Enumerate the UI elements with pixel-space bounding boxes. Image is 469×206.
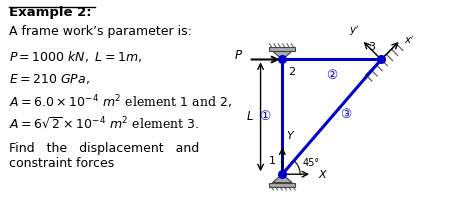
Text: $P = 1000\ kN,\ L = 1m,$: $P = 1000\ kN,\ L = 1m,$ bbox=[9, 49, 142, 64]
Text: $L$: $L$ bbox=[246, 110, 254, 123]
Text: $X$: $X$ bbox=[318, 168, 328, 180]
Text: Find   the   displacement   and
constraint forces: Find the displacement and constraint for… bbox=[9, 142, 199, 170]
Text: ②: ② bbox=[326, 69, 337, 82]
Text: $E = 210\ GPa,$: $E = 210\ GPa,$ bbox=[9, 72, 90, 86]
Text: $A = 6.0 \times 10^{-4}\ m^2$ element $1$ and $2,$: $A = 6.0 \times 10^{-4}\ m^2$ element $1… bbox=[9, 94, 232, 111]
Text: 45°: 45° bbox=[302, 158, 319, 168]
Text: A frame work’s parameter is:: A frame work’s parameter is: bbox=[9, 25, 192, 38]
Text: 2: 2 bbox=[288, 67, 295, 77]
Text: ③: ③ bbox=[340, 108, 351, 121]
Bar bbox=[270, 183, 295, 187]
Text: 1: 1 bbox=[269, 156, 276, 166]
Text: ①: ① bbox=[259, 110, 270, 123]
Text: $P$: $P$ bbox=[234, 49, 243, 62]
Bar bbox=[270, 47, 295, 51]
Text: $A = 6\sqrt{2} \times 10^{-4}\ m^2$ element $3.$: $A = 6\sqrt{2} \times 10^{-4}\ m^2$ elem… bbox=[9, 116, 199, 132]
Text: $Y$: $Y$ bbox=[286, 129, 296, 140]
Polygon shape bbox=[272, 174, 292, 183]
Text: $x'$: $x'$ bbox=[404, 34, 415, 46]
Text: 3: 3 bbox=[368, 42, 375, 52]
Polygon shape bbox=[272, 51, 292, 60]
Text: $y'$: $y'$ bbox=[349, 23, 360, 38]
Text: Example 2:: Example 2: bbox=[9, 6, 91, 19]
